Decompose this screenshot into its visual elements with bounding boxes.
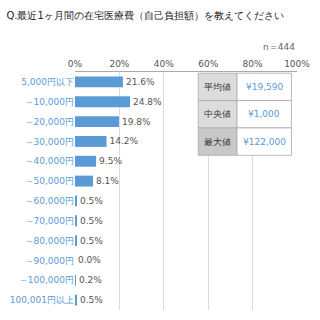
svg-text:最大値: 最大値 bbox=[204, 137, 231, 147]
svg-text:0.5%: 0.5% bbox=[80, 196, 103, 206]
svg-text:n＝444: n＝444 bbox=[263, 42, 295, 52]
svg-text:～40,000円: ～40,000円 bbox=[25, 156, 75, 166]
svg-text:¥1,000: ¥1,000 bbox=[248, 109, 280, 119]
svg-text:24.8%: 24.8% bbox=[133, 97, 162, 107]
svg-text:～10,000円: ～10,000円 bbox=[25, 97, 75, 107]
svg-text:0.5%: 0.5% bbox=[80, 295, 103, 305]
svg-text:8.1%: 8.1% bbox=[96, 176, 119, 186]
svg-text:平均値: 平均値 bbox=[204, 82, 231, 92]
svg-text:20%: 20% bbox=[109, 59, 129, 69]
svg-text:0.0%: 0.0% bbox=[78, 255, 101, 265]
svg-text:～100,000円: ～100,000円 bbox=[19, 275, 74, 285]
svg-text:0.2%: 0.2% bbox=[79, 275, 102, 285]
svg-text:19.8%: 19.8% bbox=[122, 117, 151, 127]
svg-text:¥19,590: ¥19,590 bbox=[246, 82, 283, 92]
svg-text:Q.最近1ヶ月間の在宅医療費（自己負担額）を教えてください: Q.最近1ヶ月間の在宅医療費（自己負担額）を教えてください bbox=[6, 10, 283, 21]
svg-text:～50,000円: ～50,000円 bbox=[25, 176, 75, 186]
svg-text:～60,000円: ～60,000円 bbox=[25, 196, 75, 206]
svg-text:～30,000円: ～30,000円 bbox=[25, 137, 75, 147]
svg-text:0.5%: 0.5% bbox=[80, 216, 103, 226]
svg-text:5,000円以下: 5,000円以下 bbox=[21, 77, 74, 87]
svg-text:～20,000円: ～20,000円 bbox=[25, 117, 75, 127]
svg-text:9.5%: 9.5% bbox=[99, 156, 122, 166]
svg-text:¥122,000: ¥122,000 bbox=[243, 137, 286, 147]
svg-text:0%: 0% bbox=[68, 59, 83, 69]
svg-text:40%: 40% bbox=[154, 59, 174, 69]
svg-text:60%: 60% bbox=[198, 59, 218, 69]
svg-text:14.2%: 14.2% bbox=[110, 136, 139, 146]
svg-text:～70,000円: ～70,000円 bbox=[25, 216, 75, 226]
svg-text:0.5%: 0.5% bbox=[80, 236, 103, 246]
svg-text:80%: 80% bbox=[243, 59, 263, 69]
svg-text:～90,000円: ～90,000円 bbox=[25, 256, 75, 266]
svg-text:～80,000円: ～80,000円 bbox=[25, 236, 75, 246]
svg-text:中央値: 中央値 bbox=[204, 109, 231, 119]
svg-text:21.6%: 21.6% bbox=[126, 77, 155, 87]
svg-text:100,001円以上: 100,001円以上 bbox=[10, 295, 74, 305]
svg-text:100%: 100% bbox=[284, 59, 310, 69]
